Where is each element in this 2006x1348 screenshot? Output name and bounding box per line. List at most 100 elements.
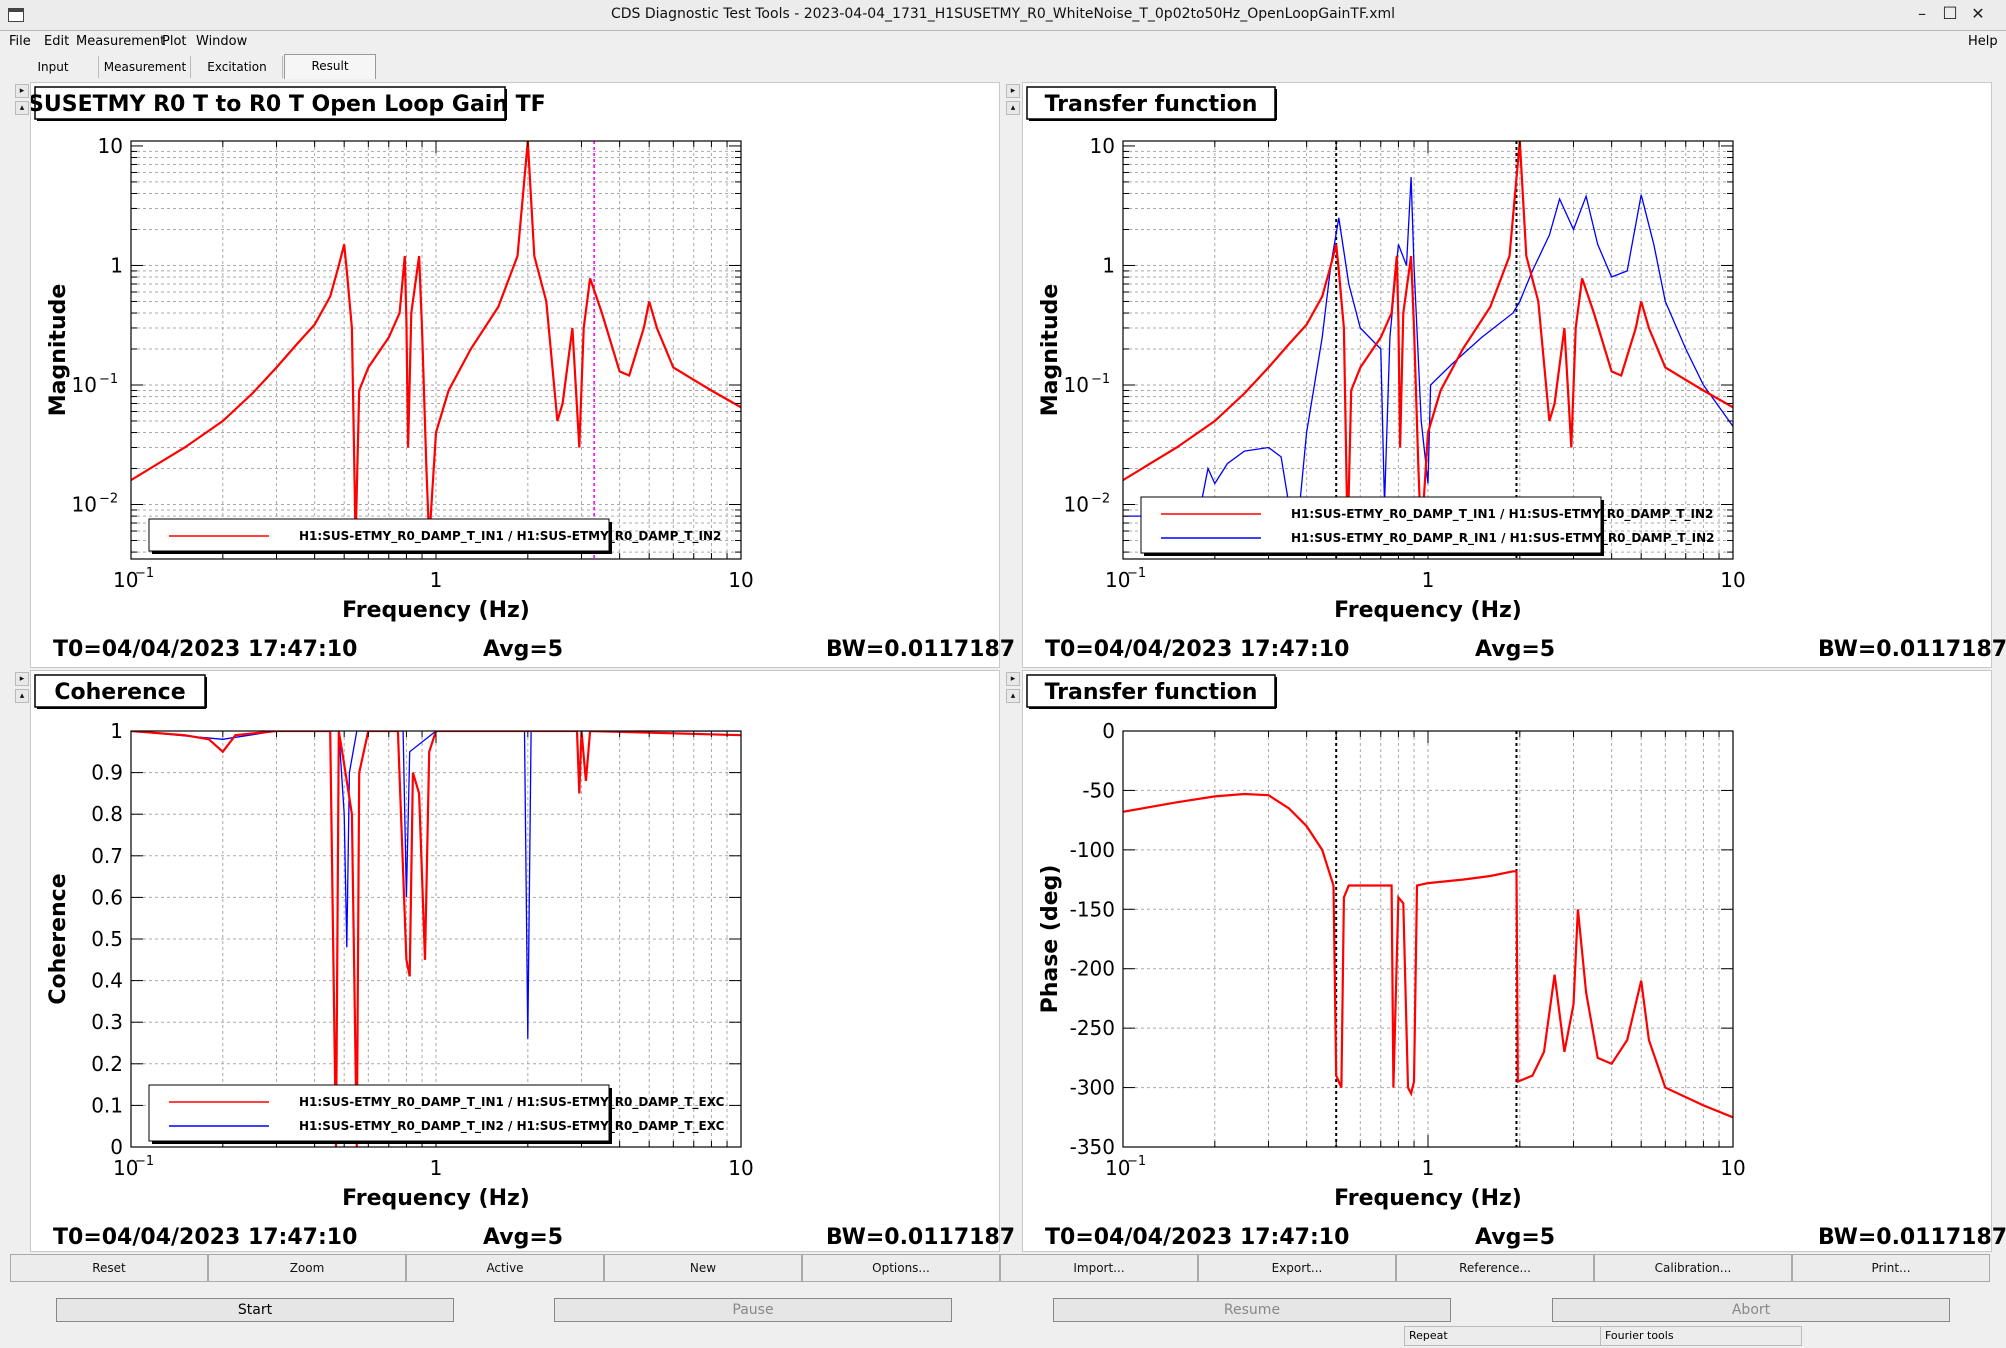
y-tick-label: 10 — [98, 134, 123, 158]
menu-edit[interactable]: Edit — [44, 34, 70, 49]
y-axis-label: Magnitude — [1038, 284, 1063, 417]
x-tick-label: 10 — [1720, 568, 1745, 592]
plot-pad-3[interactable]: Coherence 10 −1 1 10 Frequency (Hz) 0 0.1 0.2 0.3… — [30, 670, 1015, 1252]
x-tick-label: 1 — [1422, 1156, 1435, 1180]
plot-grid — [131, 141, 741, 559]
reference-button[interactable]: Reference... — [1396, 1254, 1594, 1282]
y-tick-label: 0.4 — [91, 969, 123, 993]
menu-measurement[interactable]: Measurement — [76, 34, 166, 49]
footer-bw: BW=0.0117187 — [826, 1225, 1016, 1250]
x-tick-label-exp: −1 — [135, 1154, 154, 1169]
pad1-expand-icon[interactable]: ▸ — [15, 84, 29, 98]
close-icon[interactable]: ✕ — [1971, 4, 1985, 23]
zoom-button[interactable]: Zoom — [208, 1254, 406, 1282]
plot-title: Transfer function — [1045, 680, 1258, 705]
abort-button[interactable]: Abort — [1552, 1298, 1950, 1322]
series-line-red — [1123, 792, 1733, 1119]
active-button[interactable]: Active — [406, 1254, 604, 1282]
x-tick-label: 1 — [430, 568, 443, 592]
y-tick-label: 10 — [1090, 134, 1115, 158]
pad4-collapse-icon[interactable]: ▴ — [1006, 689, 1020, 703]
menu-window[interactable]: Window — [196, 34, 248, 49]
tab-measurement[interactable]: Measurement — [100, 56, 191, 78]
menu-file[interactable]: File — [9, 34, 31, 49]
footer-t0: T0=04/04/2023 17:47:10 — [1045, 637, 1350, 662]
footer-avg: Avg=5 — [483, 637, 564, 662]
pad3-expand-icon[interactable]: ▸ — [15, 672, 29, 686]
plot-title-box — [34, 674, 206, 708]
x-tick-label: 1 — [1422, 568, 1435, 592]
pad1-collapse-icon[interactable]: ▴ — [15, 101, 29, 115]
legend-box — [148, 518, 610, 552]
tab-result[interactable]: Result — [284, 54, 376, 79]
x-axis-label: Frequency (Hz) — [1334, 1186, 1522, 1211]
y-tick-label: 0.3 — [91, 1010, 123, 1034]
pad4-expand-icon[interactable]: ▸ — [1006, 672, 1020, 686]
plot-title: H1SUSETMY R0 T to R0 T Open Loop Gain TF — [31, 92, 546, 117]
y-axis-label: Phase (deg) — [1038, 865, 1063, 1014]
pause-button[interactable]: Pause — [554, 1298, 952, 1322]
legend-label: H1:SUS-ETMY_R0_DAMP_T_IN2 / H1:SUS-ETMY_… — [299, 1119, 725, 1134]
x-axis-label: Frequency (Hz) — [342, 1186, 530, 1211]
y-tick-label: 0.7 — [91, 844, 123, 868]
menu-plot[interactable]: Plot — [162, 34, 187, 49]
tab-input[interactable]: Input — [8, 56, 99, 78]
calibration-button[interactable]: Calibration... — [1594, 1254, 1792, 1282]
plot-grid — [1123, 141, 1733, 559]
series-line-blue — [1123, 176, 1733, 541]
footer-t0: T0=04/04/2023 17:47:10 — [53, 637, 358, 662]
window-menu-icon[interactable] — [8, 8, 24, 22]
status-repeat: Repeat — [1404, 1326, 1602, 1346]
y-tick-label: 0 — [1102, 719, 1115, 743]
window-title: CDS Diagnostic Test Tools - 2023-04-04_1… — [610, 6, 1396, 22]
export-button[interactable]: Export... — [1198, 1254, 1396, 1282]
y-tick-label: -50 — [1082, 778, 1115, 802]
options-button[interactable]: Options... — [802, 1254, 1000, 1282]
minimize-icon[interactable]: – — [1918, 4, 1926, 23]
plot-title: Transfer function — [1045, 92, 1258, 117]
menu-help[interactable]: Help — [1968, 34, 1998, 49]
plot-pad-4[interactable]: Transfer function 10 −1 1 10 Frequency (Hz) 0-… — [1022, 670, 2006, 1252]
footer-bw: BW=0.0117187 — [1818, 1225, 2006, 1250]
footer-t0: T0=04/04/2023 17:47:10 — [1045, 1225, 1350, 1250]
y-tick-label: 0.8 — [91, 802, 123, 826]
plot-pad-1[interactable]: H1SUSETMY R0 T to R0 T Open Loop Gain TF… — [0, 82, 1015, 668]
y-tick-label-exp: −1 — [1091, 372, 1110, 387]
pad2-expand-icon[interactable]: ▸ — [1006, 84, 1020, 98]
status-fourier-tools: Fourier tools — [1600, 1326, 1802, 1346]
maximize-icon[interactable]: □ — [1942, 2, 1958, 21]
plot-1-canvas[interactable]: H1SUSETMY R0 T to R0 T Open Loop Gain TF… — [0, 83, 999, 667]
plot-title-box — [1026, 674, 1276, 708]
reset-button[interactable]: Reset — [10, 1254, 208, 1282]
legend-box — [1140, 496, 1602, 554]
y-tick-label: 0.1 — [91, 1093, 123, 1117]
tab-excitation[interactable]: Excitation — [192, 56, 283, 78]
pad2-collapse-icon[interactable]: ▴ — [1006, 101, 1020, 115]
footer-bw: BW=0.0117187 — [826, 637, 1016, 662]
x-tick-label: 10 — [1105, 568, 1130, 592]
x-tick-label: 10 — [728, 1156, 753, 1180]
footer-avg: Avg=5 — [1475, 1225, 1556, 1250]
start-button[interactable]: Start — [56, 1298, 454, 1322]
series-line-blue — [131, 731, 741, 1039]
x-tick-label: 10 — [113, 568, 138, 592]
resume-button[interactable]: Resume — [1053, 1298, 1451, 1322]
y-tick-label: 0.5 — [91, 927, 123, 951]
x-tick-label-exp: −1 — [135, 566, 154, 581]
y-tick-label: 0.9 — [91, 761, 123, 785]
series-line-red — [131, 141, 741, 541]
new-button[interactable]: New — [604, 1254, 802, 1282]
y-tick-label: -300 — [1070, 1076, 1115, 1100]
pad3-collapse-icon[interactable]: ▴ — [15, 689, 29, 703]
plot-pad-2[interactable]: Transfer function 10 −1 1 10 Frequency (Hz) 10… — [1022, 82, 2006, 668]
y-tick-label: 1 — [1102, 253, 1115, 277]
legend-label: H1:SUS-ETMY_R0_DAMP_T_IN1 / H1:SUS-ETMY_… — [299, 1095, 725, 1110]
x-tick-label-exp: −1 — [1127, 1154, 1146, 1169]
import-button[interactable]: Import... — [1000, 1254, 1198, 1282]
y-tick-label: 1 — [110, 253, 123, 277]
print-button[interactable]: Print... — [1792, 1254, 1990, 1282]
plot-title-box — [34, 86, 506, 120]
